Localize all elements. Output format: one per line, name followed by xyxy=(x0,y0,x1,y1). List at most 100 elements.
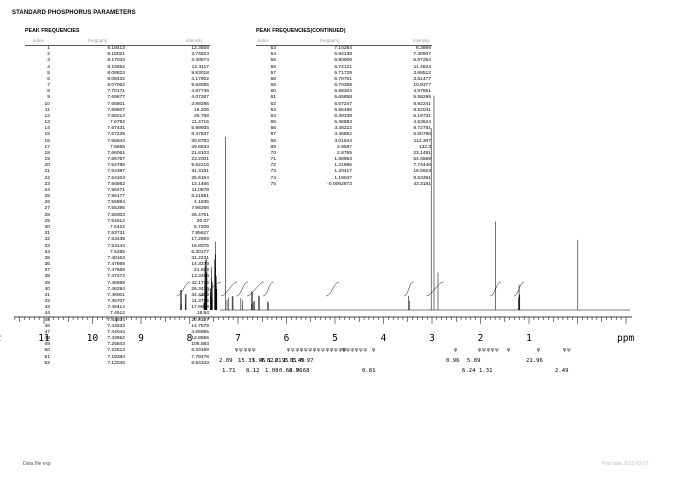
peak-intensity: 17.6978 xyxy=(191,305,209,311)
peak-intensity: 9.53351 xyxy=(413,175,431,181)
peak-row: 8 7.70171 4.87746 xyxy=(25,89,210,95)
peak-intensity: 16.8075 xyxy=(191,243,209,249)
peak-intensity: 3.17902 xyxy=(191,76,209,82)
peak-intensity: 3.89286 xyxy=(191,101,209,107)
peak-intensity: 7.74446 xyxy=(413,163,431,169)
peak-intensity: 3.51477 xyxy=(413,76,431,82)
peak-frequency: 8.16652 xyxy=(107,64,125,70)
peak-intensity: 11.0878 xyxy=(191,187,209,193)
peak-frequency: 7.69877 xyxy=(107,95,125,101)
peak-intensity: 5.80796 xyxy=(413,132,431,138)
peak-frequency: 7.10284 xyxy=(334,46,352,51)
integral-value: 4.62 xyxy=(260,358,273,364)
peak-row: 50 7.22613 6.33169 xyxy=(25,348,210,354)
peak-index: 54 xyxy=(270,52,276,58)
integral-curve xyxy=(513,281,525,297)
peak-frequency: 7.56471 xyxy=(107,187,125,193)
peak-intensity: 8.92241 xyxy=(413,101,431,107)
axis-tick-label: 4 xyxy=(381,333,387,344)
peak-intensity: 8.64343 xyxy=(191,360,209,366)
peak-frequency: 7.68507 xyxy=(107,107,125,113)
peak-table-title: PEAK FREQUENCIES xyxy=(25,28,80,34)
peak-frequency: 2.8765 xyxy=(337,150,352,156)
peak-index: 73 xyxy=(270,169,276,175)
peak-table-rule xyxy=(25,45,210,46)
peak-frequency: 7.44924 xyxy=(107,317,125,323)
peak-index: 66 xyxy=(270,126,276,132)
peak-index: 64 xyxy=(270,113,276,119)
peak-frequency: 1.20417 xyxy=(334,169,352,175)
integral-curve xyxy=(263,281,274,297)
peak-index: 18 xyxy=(44,150,50,156)
peak-index: 52 xyxy=(44,360,50,366)
peak-index: 62 xyxy=(270,101,276,107)
peak-table2-header-intensity: intensity xyxy=(413,38,430,43)
peak-frequency: 7.46588 xyxy=(107,280,125,286)
integral-marker: ψ xyxy=(296,347,300,353)
peak-frequency: 6.72121 xyxy=(334,64,352,70)
peak-frequency: 6.94138 xyxy=(334,52,352,58)
peak-frequency: 6.65858 xyxy=(334,95,352,101)
axis-unit-label: ppm xyxy=(617,333,634,344)
peak-row: 49 7.25843 106.883 xyxy=(25,342,210,348)
integral-markers: ψ ψ ψ ψ ψ ψ ψ ψ ψ ψ ψ ψ ψ ψ ψ ψ ψ ψ ψψ ψ ψ ψ ψ ψ ψ ψ ψ ψ ψ ψ ψ ψ ψ ψ ψ xyxy=(235,347,571,353)
peak-intensity: 8.47837 xyxy=(191,132,209,138)
integral-marker: ψ xyxy=(334,347,338,353)
peak-row: 61 6.65858 5.58299 xyxy=(256,95,432,101)
integral-value: 5.05 xyxy=(252,358,265,364)
peak-frequency: 7.68214 xyxy=(107,113,125,119)
peak-frequency: 7.67431 xyxy=(107,126,125,132)
peak-index: 24 xyxy=(44,187,50,193)
peak-table-continued: 53 7.10284 8.3868 54 6.94138 7.30907 55 6.90909… xyxy=(256,46,432,188)
peak-row: 60 6.68304 4.97951 xyxy=(256,89,432,95)
peak-row: 2 8.18021 3.74923 xyxy=(25,52,210,58)
peak-row: 7 8.07062 9.83085 xyxy=(25,83,210,89)
peak-frequency: 7.56177 xyxy=(107,194,125,200)
peak-index: 53 xyxy=(270,46,276,51)
peak-index: 75 xyxy=(270,181,276,187)
peak-index: 63 xyxy=(270,107,276,113)
footer-data-file: Data file exp xyxy=(23,461,51,467)
peak-row: 68 3.01644 112.307 xyxy=(256,139,432,145)
integral-marker: ψ xyxy=(491,347,495,353)
peak-index: 60 xyxy=(270,89,276,95)
peak-row: 16 7.66844 30.8793 xyxy=(25,139,210,145)
peak-frequency: 6.36893 xyxy=(334,120,352,126)
integral-value: 15.31 xyxy=(238,358,255,364)
peak-row: 31 7.53731 7.95627 xyxy=(25,231,210,237)
integral-marker: ψ xyxy=(313,347,317,353)
peak-frequency: 7.68801 xyxy=(107,101,125,107)
peak-intensity: 112.307 xyxy=(413,138,431,144)
peak-intensity: 17.2809 xyxy=(191,237,209,243)
peak-row: 69 2.9587 132.3 xyxy=(256,145,432,151)
peak-intensity: 23.1481 xyxy=(413,150,431,156)
peak-table-header-intensity: intensity xyxy=(186,38,203,43)
peak-index: 31 xyxy=(44,231,50,237)
peak-frequency: 3.48222 xyxy=(334,126,352,132)
integral-marker: ψ xyxy=(235,347,239,353)
integral-marker: ψ xyxy=(454,347,458,353)
peak-row: 20 7.64789 9.52216 xyxy=(25,163,210,169)
peak-frequency: 7.44044 xyxy=(107,329,125,335)
peak-frequency: 7.48163 xyxy=(107,255,125,261)
peak-table2-header-freq: freq(ppm) xyxy=(320,38,340,43)
integral-value: 2.49 xyxy=(555,368,568,374)
peak-row: 13 7.6792 11.4715 xyxy=(25,120,210,126)
peak-index: 46 xyxy=(44,323,50,329)
peak-frequency: 8.08823 xyxy=(107,70,125,76)
peak-intensity: 7.30907 xyxy=(413,52,431,58)
peak-frequency: 7.46294 xyxy=(107,286,125,292)
peak-intensity: 9.52216 xyxy=(191,163,209,169)
peak-intensity: 31.3181 xyxy=(191,169,209,175)
peak-row: 54 6.94138 7.30907 xyxy=(256,52,432,58)
peak-row: 56 6.72121 11.4624 xyxy=(256,65,432,71)
peak-row: 32 7.53438 17.2809 xyxy=(25,237,210,243)
peak-index: 47 xyxy=(44,329,50,335)
peak-frequency: 7.4512 xyxy=(110,311,125,317)
peak-index: 19 xyxy=(44,157,50,163)
peak-frequency: 2.9587 xyxy=(337,144,352,150)
peak-intensity: 8.72781 xyxy=(413,126,431,132)
integral-marker: ψ xyxy=(317,347,321,353)
peak-intensity: 4.56955 xyxy=(191,329,209,335)
peak-intensity: 11.3755 xyxy=(191,299,209,305)
